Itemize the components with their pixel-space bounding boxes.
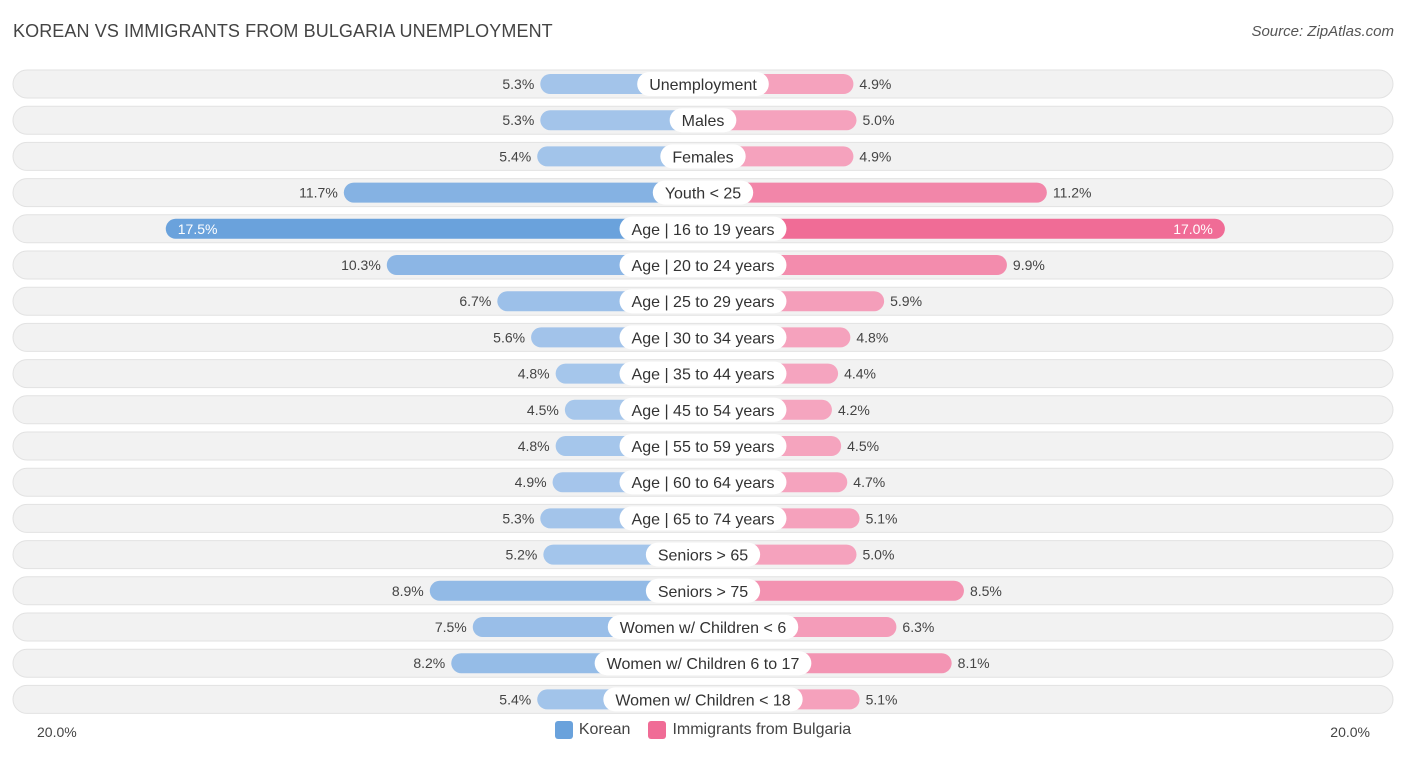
bar-bulgaria xyxy=(703,580,964,601)
chart-title: KOREAN VS IMMIGRANTS FROM BULGARIA UNEMP… xyxy=(13,21,553,41)
value-label-bulgaria: 4.9% xyxy=(859,148,891,164)
value-label-korean: 5.6% xyxy=(493,329,525,345)
category-label: Women w/ Children < 6 xyxy=(620,620,787,637)
bar-korean xyxy=(429,580,703,601)
category-label: Age | 60 to 64 years xyxy=(632,475,775,492)
diverging-bar-chart: 5.3% 4.9% Unemployment 5.3% 5.0% Males 5.4% 4.9… xyxy=(12,69,1394,714)
legend-label-korean: Korean xyxy=(578,721,631,738)
category-label-pill xyxy=(645,578,761,603)
value-label-bulgaria: 4.9% xyxy=(859,76,891,92)
value-label-bulgaria: 4.8% xyxy=(856,329,888,345)
value-label-korean: 4.8% xyxy=(518,438,550,454)
category-label-pill xyxy=(619,216,787,241)
category-label-pill xyxy=(669,108,737,133)
value-label-korean: 6.7% xyxy=(459,293,491,309)
category-label: Females xyxy=(672,149,733,166)
value-label-korean: 5.4% xyxy=(499,148,531,164)
category-label: Age | 55 to 59 years xyxy=(632,439,775,456)
source-label: Source: ZipAtlas.com xyxy=(1251,23,1394,40)
bar-korean xyxy=(540,110,703,131)
category-label-pill xyxy=(594,651,812,676)
value-label-bulgaria: 17.0% xyxy=(1173,221,1213,237)
category-label-pill xyxy=(619,434,787,458)
value-label-korean: 4.5% xyxy=(527,402,559,418)
value-label-korean: 5.4% xyxy=(499,691,531,707)
category-label-pill xyxy=(619,470,787,495)
bar-korean xyxy=(165,218,703,239)
value-label-korean: 4.9% xyxy=(515,474,547,490)
legend-item-bulgaria: Immigrants from Bulgaria xyxy=(648,721,851,739)
category-label: Women w/ Children 6 to 17 xyxy=(607,656,800,673)
value-label-korean: 4.8% xyxy=(518,366,550,382)
value-label-bulgaria: 8.1% xyxy=(958,655,990,671)
category-label-pill xyxy=(607,615,799,639)
category-label-pill xyxy=(619,361,787,386)
category-label: Seniors > 65 xyxy=(658,548,748,565)
category-label: Seniors > 75 xyxy=(658,584,748,601)
axis-left-label: 20.0% xyxy=(37,724,77,740)
category-label: Males xyxy=(682,113,725,130)
value-label-korean: 7.5% xyxy=(435,619,467,635)
category-label: Women w/ Children < 18 xyxy=(615,692,790,709)
legend-label-bulgaria: Immigrants from Bulgaria xyxy=(672,721,852,738)
value-label-bulgaria: 4.7% xyxy=(853,474,885,490)
value-label-korean: 8.2% xyxy=(413,655,445,671)
category-label-pill xyxy=(652,180,754,205)
category-label: Age | 65 to 74 years xyxy=(632,511,775,528)
value-label-bulgaria: 5.0% xyxy=(863,547,895,563)
value-label-korean: 17.5% xyxy=(178,221,218,237)
category-label-pill xyxy=(619,325,787,350)
value-label-bulgaria: 5.1% xyxy=(866,510,898,526)
category-label: Age | 30 to 34 years xyxy=(632,330,775,347)
value-label-bulgaria: 4.5% xyxy=(847,438,879,454)
value-label-bulgaria: 5.0% xyxy=(863,112,895,128)
value-label-bulgaria: 4.4% xyxy=(844,366,876,382)
value-label-bulgaria: 8.5% xyxy=(970,583,1002,599)
value-label-bulgaria: 11.2% xyxy=(1053,185,1092,201)
value-label-korean: 11.7% xyxy=(299,185,338,201)
bar-bulgaria xyxy=(703,110,857,131)
category-label-pill xyxy=(637,72,769,96)
category-label: Age | 35 to 44 years xyxy=(632,367,775,384)
bar-bulgaria xyxy=(703,182,1047,203)
bar-bulgaria xyxy=(703,218,1225,239)
category-label-pill xyxy=(619,253,787,277)
category-label-pill xyxy=(619,289,787,314)
value-label-korean: 5.2% xyxy=(505,547,537,563)
value-label-korean: 5.3% xyxy=(502,112,534,128)
axis-right-label: 20.0% xyxy=(1330,724,1370,740)
category-label-pill xyxy=(619,397,787,422)
value-label-bulgaria: 4.2% xyxy=(838,402,870,418)
category-label: Age | 20 to 24 years xyxy=(632,258,775,275)
category-label: Youth < 25 xyxy=(665,186,741,203)
category-label: Age | 16 to 19 years xyxy=(632,222,775,239)
value-label-korean: 5.3% xyxy=(502,510,534,526)
value-label-bulgaria: 6.3% xyxy=(902,619,934,635)
category-label: Unemployment xyxy=(649,77,757,94)
value-label-bulgaria: 9.9% xyxy=(1013,257,1045,273)
category-label: Age | 45 to 54 years xyxy=(632,403,775,420)
category-label-pill xyxy=(619,506,787,531)
legend: Korean Immigrants from Bulgaria xyxy=(0,721,1406,739)
legend-swatch-korean xyxy=(554,721,573,739)
category-label-pill xyxy=(660,144,746,169)
value-label-bulgaria: 5.1% xyxy=(866,691,898,707)
value-label-bulgaria: 5.9% xyxy=(890,293,922,309)
category-label-pill xyxy=(645,542,761,567)
legend-item-korean: Korean xyxy=(554,721,631,739)
legend-swatch-bulgaria xyxy=(648,721,667,739)
value-label-korean: 5.3% xyxy=(502,76,534,92)
bar-korean xyxy=(343,182,703,203)
value-label-korean: 8.9% xyxy=(392,583,424,599)
category-label-pill xyxy=(603,687,803,712)
value-label-korean: 10.3% xyxy=(341,257,381,273)
category-label: Age | 25 to 29 years xyxy=(632,294,775,311)
